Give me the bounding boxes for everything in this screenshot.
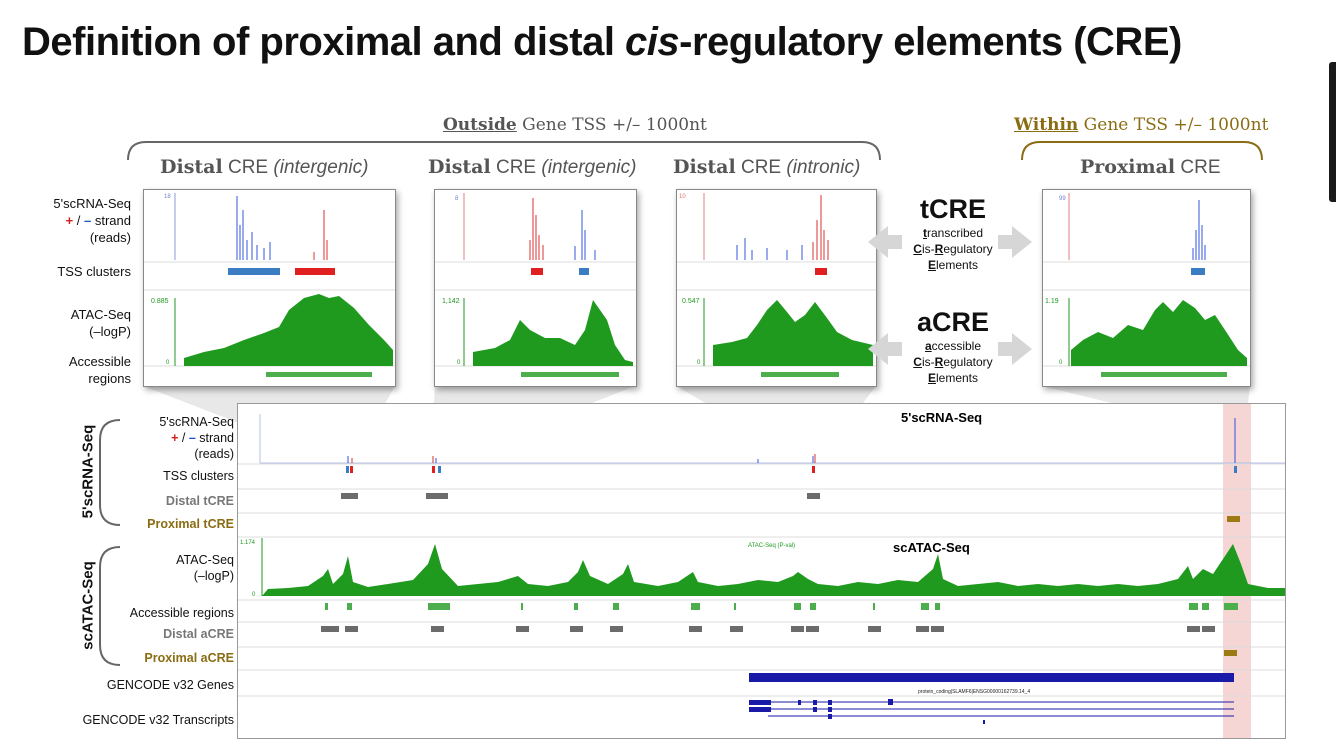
acre-left-arrow [868, 333, 902, 365]
svg-text:0: 0 [166, 360, 170, 366]
panel-tss-label: TSS clusters [57, 264, 131, 279]
slide-title: Definition of proximal and distal cis-re… [22, 20, 1182, 64]
zoom-panel-1: 18 0.885 0 [143, 189, 396, 387]
zoom-panel-4: 99 1.19 0 [1042, 189, 1251, 387]
acre-right-arrow [998, 333, 1032, 365]
tcre-definition: tCRE transcribed Cis-Regulatory Elements [913, 194, 993, 272]
atac-track-title: scATAC-Seq [893, 540, 970, 555]
svg-text:0: 0 [1059, 360, 1063, 366]
within-group-label: Within Gene TSS +/– 1000nt [1014, 115, 1269, 135]
track-label-proximal-acre: Proximal aCRE [144, 651, 234, 665]
zoom-panel-2-plot: 8 1,142 0 [435, 193, 636, 377]
distal-acre-marks [321, 626, 1215, 632]
accessible-region-marks [325, 603, 1238, 610]
genome-browser-tracks: 5'scRNA-Seq 1.174 0 ATAC-Seq (P-val) scA… [238, 404, 1285, 738]
atac-signal [262, 544, 1285, 596]
track-label-rna: 5'scRNA-Seq + / – strand (reads) [159, 415, 234, 461]
transcript-models [749, 701, 1234, 717]
svg-text:10: 10 [679, 194, 686, 200]
tcre-right-arrow [998, 226, 1032, 258]
genome-browser: 5'scRNA-Seq 1.174 0 ATAC-Seq (P-val) scA… [237, 403, 1286, 739]
svg-text:1,142: 1,142 [442, 298, 460, 305]
svg-text:8: 8 [455, 196, 459, 202]
svg-text:99: 99 [1059, 196, 1066, 202]
panel-1-rna-ymax: 18 [164, 194, 171, 200]
cre-label-3: Distal CRE (intronic) [673, 156, 861, 178]
outside-group-label: Outside Gene TSS +/– 1000nt [443, 115, 707, 135]
svg-text:0: 0 [697, 360, 701, 366]
cre-label-2: Distal CRE (intergenic) [428, 156, 637, 178]
svg-text:1.19: 1.19 [1045, 298, 1059, 305]
zoom-panel-2: 8 1,142 0 [434, 189, 637, 387]
distal-tcre-marks [341, 493, 820, 499]
zoom-panel-3: 10 0.547 0 [676, 189, 877, 387]
track-label-acc: Accessible regions [129, 606, 234, 620]
arrows [868, 226, 1032, 365]
svg-text:0: 0 [457, 360, 461, 366]
acre-definition: aCRE accessible Cis-Regulatory Elements [913, 307, 993, 385]
atac-track-name: ATAC-Seq (P-val) [748, 543, 795, 549]
zoom-panel-4-plot: 99 1.19 0 [1043, 193, 1250, 377]
side-label-rna: 5'scRNA-Seq [79, 424, 97, 519]
proximal-tcre-mark [1227, 516, 1240, 522]
zoom-panel-3-plot: 10 0.547 0 [677, 193, 876, 377]
track-label-distal-tcre: Distal tCRE [165, 494, 234, 508]
svg-text:0.547: 0.547 [682, 298, 700, 305]
side-label-atac: scATAC-Seq [79, 561, 97, 650]
track-label-proximal-tcre: Proximal tCRE [147, 517, 234, 531]
zoom-panel-1-plot: 18 0.885 0 [144, 193, 395, 377]
gene-label: protein_coding|SLAMF6|ENSG00000162739.14… [918, 689, 1030, 695]
rna-spikes [347, 418, 1236, 463]
atac-ymin: 0 [252, 592, 256, 598]
track-label-distal-acre: Distal aCRE [163, 627, 234, 641]
track-label-genes: GENCODE v32 Genes [106, 678, 234, 692]
cre-label-4: Proximal CRE [1080, 156, 1221, 178]
rna-track-title: 5'scRNA-Seq [901, 410, 982, 425]
track-label-transcripts: GENCODE v32 Transcripts [82, 713, 234, 727]
cre-label-1: Distal CRE (intergenic) [160, 156, 369, 178]
panel-atac-label: ATAC-Seq (–logP) [70, 307, 131, 339]
atac-ymax: 1.174 [240, 540, 256, 546]
panel-1-atac-ymax: 0.885 [151, 298, 169, 305]
track-label-tss: TSS clusters [163, 469, 234, 483]
gene-model [749, 673, 1234, 682]
track-label-atac: ATAC-Seq (–logP) [176, 553, 234, 583]
proximal-acre-mark [1224, 650, 1237, 656]
side-panel-handle[interactable] [1329, 62, 1336, 202]
panel-acc-label: Accessible regions [68, 354, 131, 386]
tcre-left-arrow [868, 226, 902, 258]
panel-rna-label: 5'scRNA-Seq + / – strand (reads) [53, 196, 131, 245]
